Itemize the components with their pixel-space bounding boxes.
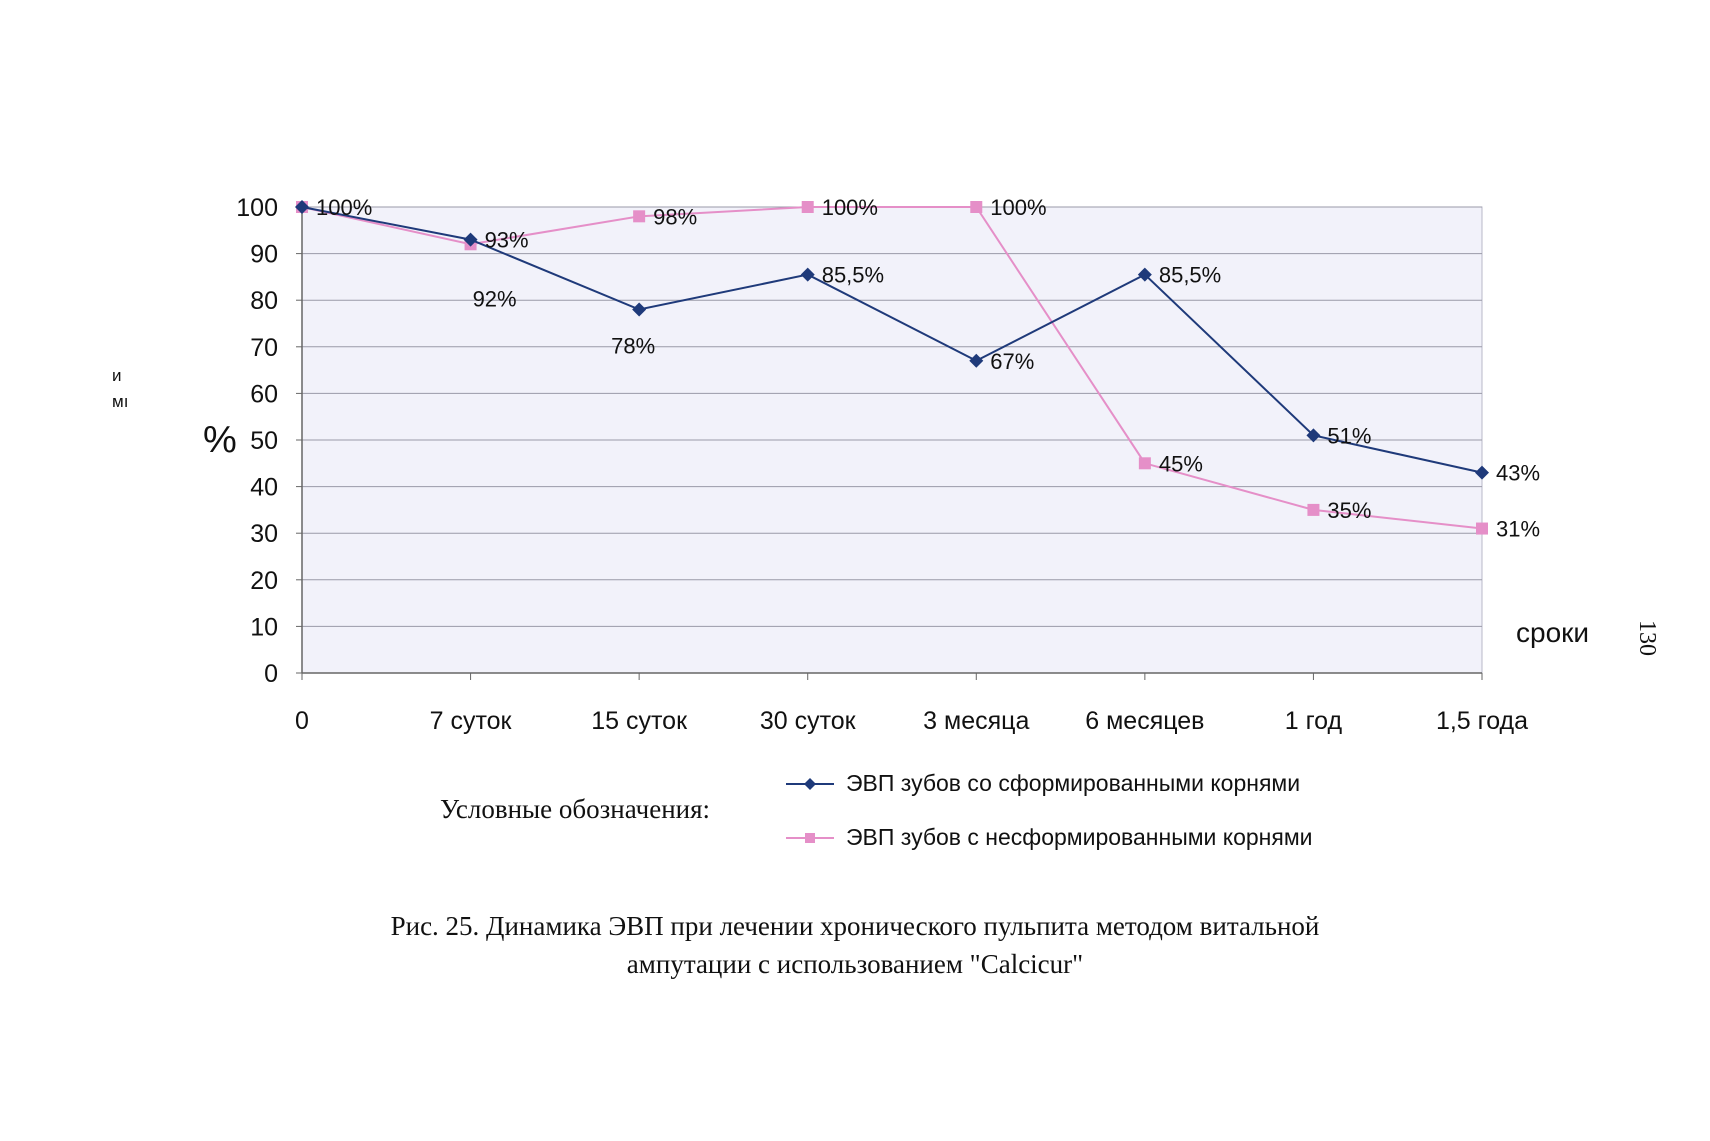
caption-line-2: ампутации с использованием "Calcicur" [626, 949, 1084, 979]
y-tick-label: 30 [250, 520, 278, 548]
x-tick-label: 6 месяцев [1085, 707, 1204, 735]
data-label: 93% [485, 228, 529, 253]
y-tick-label: 70 [250, 334, 278, 362]
y-tick-label: 100 [236, 194, 278, 222]
data-point [463, 232, 478, 247]
data-label: 98% [653, 204, 697, 229]
y-tick-label: 60 [250, 380, 278, 408]
data-point [801, 201, 814, 213]
data-point [1476, 522, 1488, 535]
legend-label-unformed-roots: ЭВП зубов с несформированными корнями [846, 824, 1313, 850]
x-tick-label: 3 месяца [923, 707, 1029, 735]
y-tick-label: 50 [250, 427, 278, 455]
x-tick-label: 1 год [1285, 707, 1343, 735]
data-point [970, 201, 983, 213]
legend-item-formed-roots: ЭВП зубов со сформированными корнями [786, 770, 1300, 797]
data-point [969, 353, 984, 368]
data-label: 85,5% [822, 263, 884, 288]
axes [301, 207, 1482, 674]
legend-marker-square [786, 832, 834, 843]
margin-fragment-2: мı [112, 392, 129, 411]
series-group [295, 200, 1489, 535]
data-point [1475, 465, 1489, 480]
data-label: 100% [990, 195, 1046, 220]
x-tick-label: 30 суток [760, 707, 857, 735]
y-tick-label: 90 [250, 241, 278, 269]
data-point [1307, 503, 1320, 516]
data-label: 35% [1327, 498, 1371, 523]
data-label: 45% [1159, 451, 1203, 476]
x-tick-label: 1,5 года [1436, 707, 1528, 735]
legend-item-unformed-roots: ЭВП зубов с несформированными корнями [786, 824, 1313, 851]
data-point [1306, 428, 1321, 443]
caption-line-1: Рис. 25. Динамика ЭВП при лечении хронич… [390, 911, 1320, 941]
data-labels: 100% 93% 78% 85,5% 67% 85,5% 51% 43% 92% 98% 100% 1… [316, 195, 1540, 542]
x-tick-label: 7 суток [430, 707, 513, 735]
legend-label-formed-roots: ЭВП зубов со сформированными корнями [846, 770, 1301, 796]
y-tick-label: 20 [250, 567, 278, 595]
y-tick-label: 0 [264, 660, 278, 688]
x-tick-label: 0 [295, 707, 309, 735]
y-tick-label: 10 [250, 613, 278, 641]
y-tick-label: 40 [250, 474, 278, 502]
y-tick-label: 80 [250, 287, 278, 315]
y-tick-labels: 0 10 20 30 40 50 60 70 80 90 100 [236, 194, 278, 688]
data-label: 67% [990, 349, 1034, 374]
data-point [800, 267, 815, 282]
data-label: 92% [473, 286, 517, 311]
legend-marker-diamond [786, 777, 834, 790]
data-label: 51% [1327, 423, 1371, 448]
data-label: 78% [611, 334, 655, 359]
data-point [295, 200, 309, 214]
data-label: 31% [1496, 517, 1540, 542]
data-label: 85,5% [1159, 263, 1221, 288]
page-number: 130 [1634, 620, 1660, 656]
x-tick-label: 15 суток [591, 707, 688, 735]
data-point [1138, 457, 1151, 470]
x-axis-label: сроки [1516, 617, 1589, 648]
data-label: 100% [316, 195, 372, 220]
figure-caption: Рис. 25. Динамика ЭВП при лечении хронич… [0, 907, 1710, 983]
x-tick-labels: 0 7 суток 15 суток 30 суток 3 месяца 6 месяце… [295, 673, 1528, 735]
data-point [632, 302, 647, 317]
data-point [633, 210, 646, 223]
data-label: 43% [1496, 461, 1540, 486]
series-line-0 [301, 206, 1483, 474]
y-axis-label: % [203, 419, 237, 461]
gridlines [296, 206, 1482, 674]
data-label: 100% [822, 195, 878, 220]
margin-fragment-1: и [112, 366, 122, 385]
series-line-1 [301, 206, 1483, 530]
legend-title: Условные обозначения: [440, 794, 711, 824]
data-point [1137, 267, 1152, 282]
